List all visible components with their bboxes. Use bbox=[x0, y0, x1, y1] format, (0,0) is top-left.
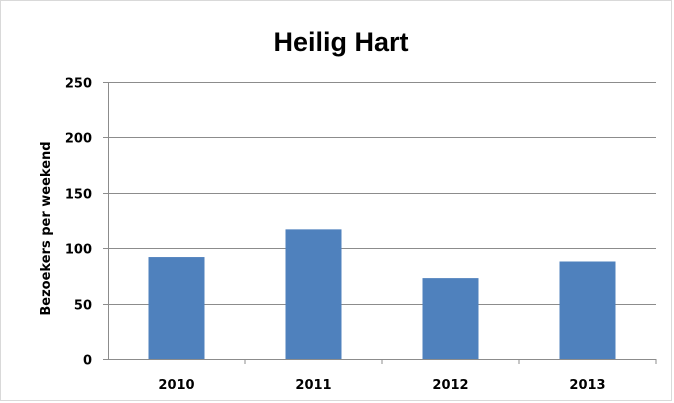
x-tick-label: 2010 bbox=[158, 378, 194, 393]
axes bbox=[103, 82, 657, 364]
x-tick-labels: 2010 2011 2012 2013 bbox=[158, 378, 605, 393]
y-tick-label: 50 bbox=[74, 299, 92, 314]
x-tick-label: 2013 bbox=[569, 378, 605, 393]
bar-2011 bbox=[285, 229, 342, 359]
x-tick-label: 2012 bbox=[432, 378, 468, 393]
y-tick-label: 150 bbox=[65, 188, 92, 203]
y-tick-label: 200 bbox=[65, 132, 92, 147]
y-tick-labels: 0 50 100 150 200 250 bbox=[65, 77, 92, 369]
bar-2010 bbox=[148, 257, 205, 359]
x-tick-label: 2011 bbox=[295, 378, 331, 393]
bar-2012 bbox=[422, 278, 479, 359]
y-tick-label: 0 bbox=[83, 354, 92, 369]
chart-title: Heilig Hart bbox=[273, 27, 408, 57]
y-tick-label: 250 bbox=[65, 77, 92, 92]
y-axis-title: Bezoekers per weekend bbox=[39, 141, 54, 315]
bars bbox=[148, 229, 616, 359]
y-tick-label: 100 bbox=[65, 243, 92, 258]
bar-2013 bbox=[559, 261, 616, 359]
